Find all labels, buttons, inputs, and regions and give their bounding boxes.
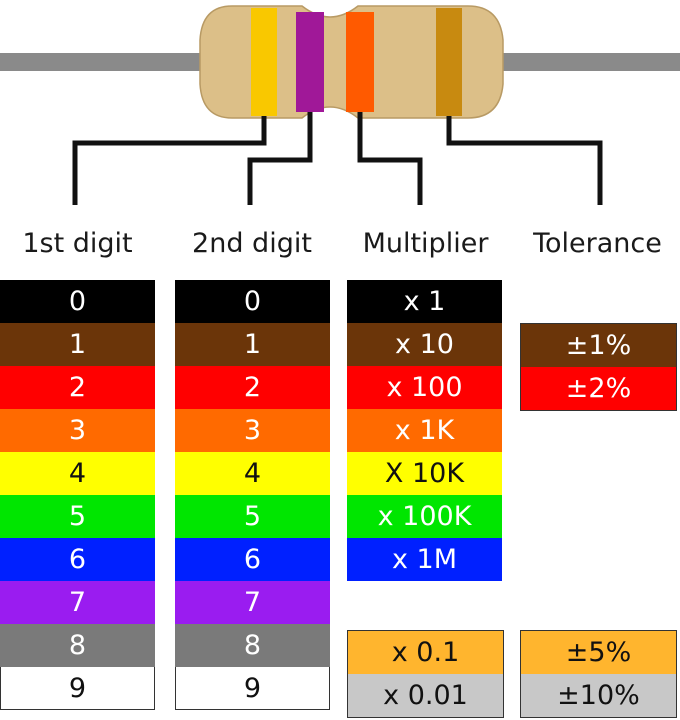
- digit1-row: 1: [0, 323, 155, 366]
- multiplier-row: x 1: [347, 280, 502, 323]
- digit2-row: 4: [175, 452, 330, 495]
- multiplier-row: x 100: [347, 366, 502, 409]
- digit1-row: 3: [0, 409, 155, 452]
- connector-line-tolerance: [446, 116, 603, 205]
- tolerance-row: ±10%: [521, 674, 676, 717]
- digit1-row: 6: [0, 538, 155, 581]
- tolerance-row: ±5%: [521, 631, 676, 674]
- connector-line-multiplier: [357, 112, 423, 205]
- multiplier-row: x 1M: [347, 538, 502, 581]
- header-tolerance: Tolerance: [533, 228, 662, 259]
- tolerance-group-lower: ±5% ±10%: [520, 630, 677, 718]
- multiplier-row: x 10: [347, 323, 502, 366]
- digit2-row: 6: [175, 538, 330, 581]
- multiplier-row: x 100K: [347, 495, 502, 538]
- multiplier-row: X 10K: [347, 452, 502, 495]
- digit2-row: 0: [175, 280, 330, 323]
- digit2-row: 3: [175, 409, 330, 452]
- header-multiplier: Multiplier: [362, 228, 489, 259]
- multiplier-fractional-group: x 0.1 x 0.01: [347, 630, 504, 718]
- digit2-row: 9: [175, 667, 330, 710]
- resistor-lead-right: [490, 53, 680, 71]
- digit1-row: 4: [0, 452, 155, 495]
- resistor-diagram: [0, 5, 680, 205]
- multiplier-extra-row: x 0.1: [348, 631, 503, 674]
- digit2-row: 2: [175, 366, 330, 409]
- header-2nd-digit: 2nd digit: [192, 228, 312, 259]
- header-1st-digit: 1st digit: [22, 228, 133, 259]
- tolerance-row: ±1%: [521, 324, 676, 367]
- multiplier-extra-row: x 0.01: [348, 674, 503, 717]
- tolerance-row: ±2%: [521, 367, 676, 410]
- digit2-row: 1: [175, 323, 330, 366]
- band-gold: [436, 8, 462, 116]
- digit1-row: 8: [0, 624, 155, 667]
- connector-line-1st-digit: [72, 116, 267, 205]
- multiplier-row: x 1K: [347, 409, 502, 452]
- digit1-row: 7: [0, 581, 155, 624]
- digit2-row: 8: [175, 624, 330, 667]
- digit1-row: 0: [0, 280, 155, 323]
- digit1-row: 5: [0, 495, 155, 538]
- connector-line-2nd-digit: [247, 112, 313, 205]
- band-violet: [296, 12, 324, 112]
- digit2-row: 5: [175, 495, 330, 538]
- digit1-row: 9: [0, 667, 155, 710]
- tolerance-group-upper: ±1% ±2%: [520, 323, 677, 411]
- digit2-row: 7: [175, 581, 330, 624]
- resistor-lead-left: [0, 53, 215, 71]
- band-yellow: [251, 8, 277, 116]
- band-orange: [346, 12, 374, 112]
- digit1-row: 2: [0, 366, 155, 409]
